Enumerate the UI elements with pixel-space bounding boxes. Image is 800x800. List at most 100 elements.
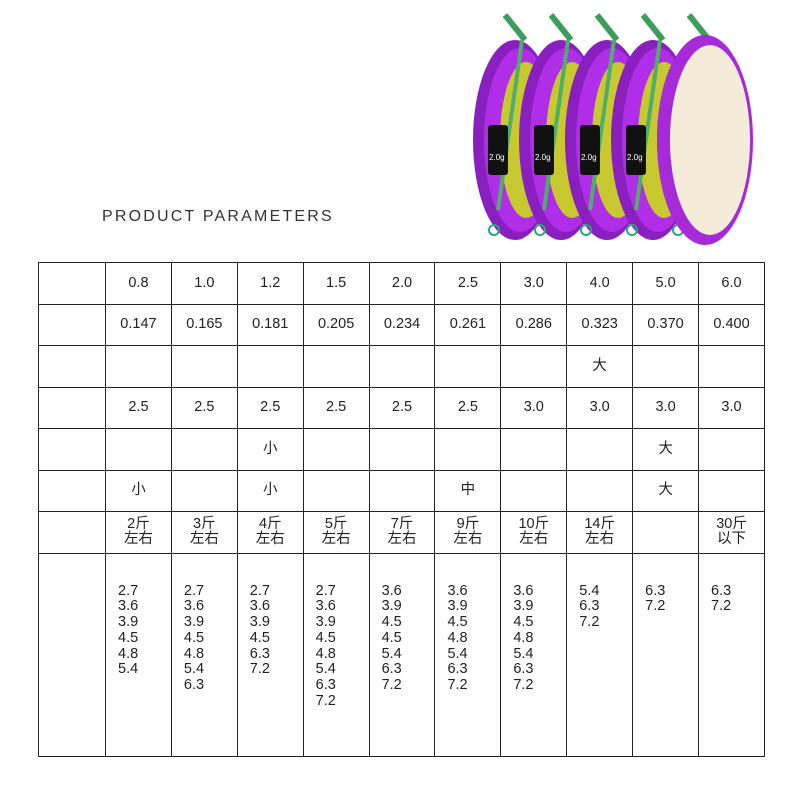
table-row: 2斤 左右 3斤 左右 4斤 左右 5斤 左右 7斤 左右 9斤 左右 10斤 左右 14斤 左右 30斤 以下 (38, 511, 765, 554)
table-cell (434, 345, 502, 388)
table-cell: 1.0 (170, 262, 238, 305)
table-cell: 2.7 3.6 3.9 4.5 6.3 7.2 (236, 552, 304, 757)
table-cell: 1.5 (302, 262, 370, 305)
table-cell (500, 428, 568, 471)
row-header (38, 262, 106, 305)
table-cell: 0.181 (236, 303, 304, 346)
table-cell: 0.261 (434, 303, 502, 346)
table-cell (170, 345, 238, 388)
table-cell (698, 428, 765, 471)
svg-text:2.0g: 2.0g (535, 153, 551, 162)
table-cell (500, 345, 568, 388)
table-row: 0.147 0.165 0.181 0.205 0.234 0.261 0.286 0.323… (38, 303, 765, 346)
table-cell (368, 345, 436, 388)
table-cell (566, 428, 634, 471)
table-cell: 3.6 3.9 4.5 4.5 5.4 6.3 7.2 (368, 552, 436, 757)
table-cell: 2.7 3.6 3.9 4.5 4.8 5.4 6.3 7.2 (302, 552, 370, 757)
row-header (38, 469, 106, 512)
table-cell: 6.3 7.2 (698, 552, 765, 757)
table-cell: 0.370 (632, 303, 700, 346)
table-cell: 3.0 (566, 386, 634, 429)
row-header (38, 303, 106, 346)
table-cell (236, 345, 304, 388)
row-header (38, 386, 106, 429)
table-cell (302, 469, 370, 512)
table-cell: 2.5 (236, 386, 304, 429)
table-cell (170, 428, 238, 471)
table-cell: 大 (632, 428, 700, 471)
table-cell: 大 (566, 345, 634, 388)
table-cell (434, 428, 502, 471)
table-cell: 6.0 (698, 262, 765, 305)
table-cell: 30斤 以下 (698, 511, 765, 554)
table-row: 0.8 1.0 1.2 1.5 2.0 2.5 3.0 4.0 5.0 6.0 (38, 262, 765, 305)
svg-text:2.0g: 2.0g (627, 153, 643, 162)
page-title: PRODUCT PARAMETERS (102, 208, 334, 225)
parameters-table: 0.8 1.0 1.2 1.5 2.0 2.5 3.0 4.0 5.0 6.0 0.147 0.165… (38, 262, 765, 757)
row-header (38, 552, 106, 757)
table-cell: 2.0 (368, 262, 436, 305)
table-cell: 0.286 (500, 303, 568, 346)
table-cell: 5.0 (632, 262, 700, 305)
row-header (38, 345, 106, 388)
table-cell: 4.0 (566, 262, 634, 305)
table-cell: 5.4 6.3 7.2 (566, 552, 634, 757)
table-cell (105, 345, 172, 388)
table-cell: 5斤 左右 (302, 511, 370, 554)
table-cell (368, 469, 436, 512)
table-cell (302, 345, 370, 388)
table-cell: 4斤 左右 (236, 511, 304, 554)
table-cell: 0.400 (698, 303, 765, 346)
table-cell: 3.0 (500, 262, 568, 305)
table-cell: 2.5 (302, 386, 370, 429)
table-cell: 0.147 (105, 303, 172, 346)
table-cell (632, 511, 700, 554)
table-cell: 2.7 3.6 3.9 4.5 4.8 5.4 6.3 (170, 552, 238, 757)
table-cell (105, 428, 172, 471)
table-cell: 1.2 (236, 262, 304, 305)
table-cell: 2.5 (434, 262, 502, 305)
table-cell: 2.5 (368, 386, 436, 429)
table-cell: 小 (105, 469, 172, 512)
table-cell: 10斤 左右 (500, 511, 568, 554)
table-row: 2.5 2.5 2.5 2.5 2.5 2.5 3.0 3.0 3.0 3.0 (38, 386, 765, 429)
table-cell: 6.3 7.2 (632, 552, 700, 757)
table-cell: 3.6 3.9 4.5 4.8 5.4 6.3 7.2 (500, 552, 568, 757)
table-cell: 0.8 (105, 262, 172, 305)
table-cell: 0.323 (566, 303, 634, 346)
table-cell: 0.205 (302, 303, 370, 346)
table-row: 大 (38, 345, 765, 388)
table-cell: 小 (236, 428, 304, 471)
svg-text:2.0g: 2.0g (581, 153, 597, 162)
row-header (38, 511, 106, 554)
table-cell: 9斤 左右 (434, 511, 502, 554)
table-cell: 0.234 (368, 303, 436, 346)
table-row: 小大 (38, 428, 765, 471)
table-cell: 小 (236, 469, 304, 512)
table-cell: 0.165 (170, 303, 238, 346)
table-row: 小小中大 (38, 469, 765, 512)
table-cell: 3.0 (500, 386, 568, 429)
table-cell (170, 469, 238, 512)
table-cell: 7斤 左右 (368, 511, 436, 554)
table-cell: 3斤 左右 (170, 511, 238, 554)
table-cell (698, 469, 765, 512)
svg-text:2.0g: 2.0g (489, 153, 505, 162)
table-cell: 2.7 3.6 3.9 4.5 4.8 5.4 (105, 552, 172, 757)
row-header (38, 428, 106, 471)
table-cell: 3.0 (632, 386, 700, 429)
table-cell (632, 345, 700, 388)
table-cell: 14斤 左右 (566, 511, 634, 554)
table-cell: 2.5 (170, 386, 238, 429)
table-cell: 2.5 (105, 386, 172, 429)
product-image-spools: 2.0g 2.0g 2.0g 2.0g 2.0g (473, 13, 753, 245)
table-row: 2.7 3.6 3.9 4.5 4.8 5.4 2.7 3.6 3.9 4.5 4.8 5.4 6.3 2… (38, 552, 765, 757)
table-cell (566, 469, 634, 512)
table-cell: 3.0 (698, 386, 765, 429)
table-cell: 2.5 (434, 386, 502, 429)
table-cell (302, 428, 370, 471)
table-cell: 中 (434, 469, 502, 512)
table-cell (368, 428, 436, 471)
table-cell (698, 345, 765, 388)
table-cell: 3.6 3.9 4.5 4.8 5.4 6.3 7.2 (434, 552, 502, 757)
